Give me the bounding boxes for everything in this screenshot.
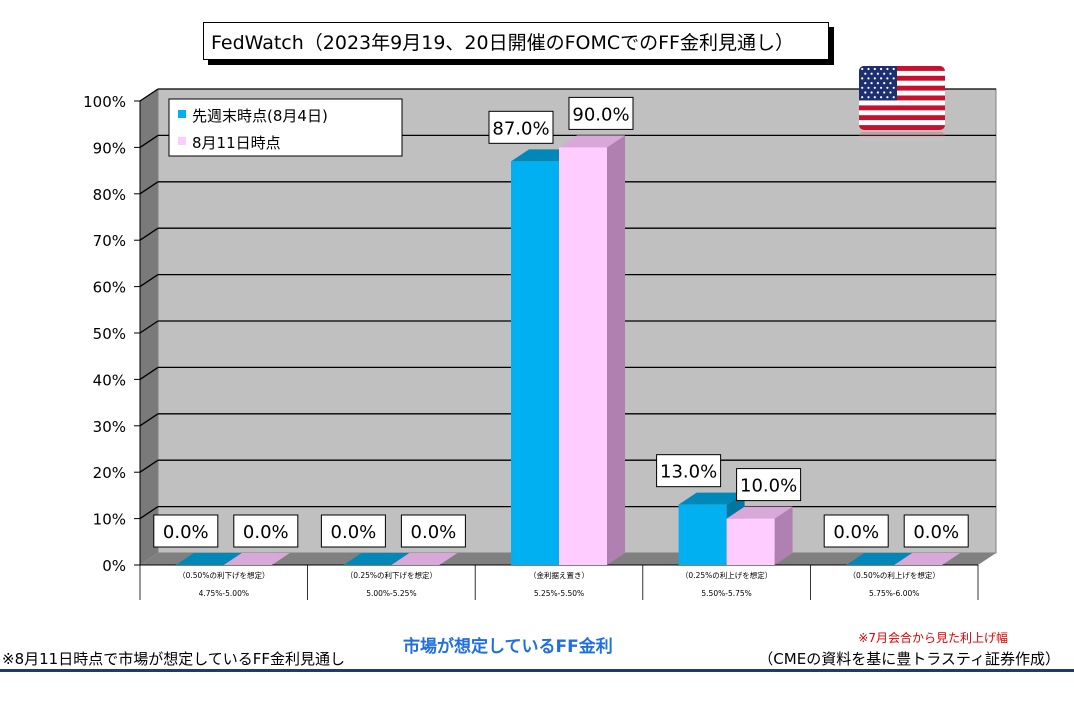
category-range-label: 5.50%-5.75% (701, 589, 751, 598)
gridline-side (139, 459, 159, 473)
bar-top (678, 492, 745, 505)
y-tick-label: 90% (93, 139, 126, 157)
y-tick-label: 30% (93, 418, 126, 436)
y-tick-label: 80% (93, 186, 126, 204)
legend-swatch (178, 110, 186, 118)
data-label: 0.0% (163, 522, 209, 543)
y-tick-label: 70% (93, 232, 126, 250)
bar-side (774, 506, 793, 565)
footnote-red: ※7月会合から見た利上げ幅 (858, 631, 1008, 645)
bottom-rule (0, 669, 1074, 672)
gridline-side (139, 227, 159, 241)
gridline-side (139, 320, 159, 334)
us-flag-icon (859, 66, 945, 142)
data-label: 0.0% (331, 522, 377, 543)
bar-top (175, 553, 242, 565)
data-label: 0.0% (243, 522, 289, 543)
legend-label: 先週末時点(8月4日) (192, 107, 328, 125)
bar-top (559, 135, 625, 148)
gridline-side (139, 88, 159, 102)
gridline-side (139, 134, 159, 148)
bar (511, 161, 559, 565)
category-sub-label: （0.25%の利上げを想定） (681, 570, 772, 580)
legend-label: 8月11日時点 (192, 134, 281, 152)
y-tick-label: 100% (83, 93, 126, 111)
y-tick-label: 20% (93, 464, 126, 482)
bar-top (223, 553, 290, 565)
bar-top (391, 553, 458, 565)
y-tick-label: 10% (93, 511, 126, 529)
footnote-left: ※8月11日時点で市場が想定しているFF金利見通し (2, 650, 346, 668)
bar-top (894, 553, 961, 565)
bar (726, 518, 775, 565)
category-range-label: 5.75%-6.00% (869, 589, 919, 598)
data-label-box (488, 110, 554, 144)
data-label-box (153, 514, 219, 548)
y-tick-label: 50% (93, 325, 126, 343)
data-label-box (400, 514, 466, 548)
category-sub-label: （金利据え置き） (529, 570, 589, 580)
bar-top (846, 553, 913, 565)
bar-side (607, 135, 625, 565)
legend (168, 98, 403, 157)
data-label: 0.0% (913, 522, 959, 543)
data-label: 10.0% (740, 476, 797, 497)
gridline-side (139, 274, 159, 288)
x-axis-title: 市場が想定しているFF金利 (403, 637, 613, 657)
gridline-side (139, 366, 159, 380)
category-sub-label: （0.50%の利上げを想定） (849, 570, 940, 580)
gridline-side (139, 413, 159, 427)
source-note: （CMEの資料を基に豊トラスティ証券作成） (758, 650, 1060, 668)
legend-swatch (178, 137, 186, 145)
data-label-box (903, 514, 969, 548)
data-label-box (568, 96, 634, 130)
y-tick-label: 40% (93, 371, 126, 389)
bar-top (343, 553, 410, 565)
data-label: 0.0% (411, 522, 457, 543)
data-label-box (823, 514, 889, 548)
data-label: 90.0% (572, 104, 629, 125)
chart-title: FedWatch（2023年9月19、20日開催のFOMCでのFF金利見通し） (203, 22, 829, 60)
bar-chart: 0% 10% 20% 30% 40% 50% 60% 70% 80% 90% 100% （0.50%の… (83, 88, 997, 600)
category-range-label: 5.00%-5.25% (366, 589, 416, 598)
category-range-label: 5.25%-5.50% (534, 589, 584, 598)
gridline-side (139, 181, 159, 195)
data-label-box (656, 454, 722, 488)
bar (559, 147, 607, 565)
y-tick-label: 60% (93, 279, 126, 297)
bar (678, 504, 727, 565)
data-label: 87.0% (492, 118, 549, 139)
bar-top (726, 506, 793, 519)
data-label: 0.0% (833, 522, 879, 543)
data-label-box (320, 514, 386, 548)
y-tick-label: 0% (102, 557, 126, 575)
category-sub-label: （0.50%の利下げを想定） (178, 570, 269, 580)
category-range-label: 4.75%-5.00% (199, 589, 249, 598)
data-label-box (233, 514, 299, 548)
gridline-side (139, 506, 159, 520)
data-label: 13.0% (660, 462, 717, 483)
data-label-box (736, 468, 802, 502)
category-sub-label: （0.25%の利下げを想定） (346, 570, 437, 580)
